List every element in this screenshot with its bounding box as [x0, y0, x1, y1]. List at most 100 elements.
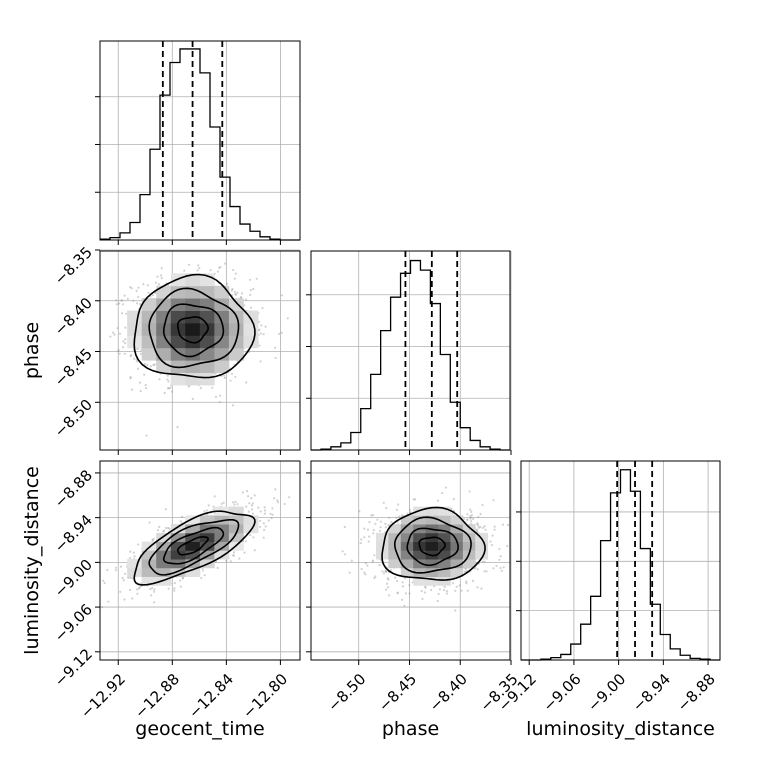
scatter-point: [151, 539, 154, 542]
scatter-point: [384, 522, 387, 526]
contour-level-2: [393, 516, 472, 574]
density-cell: [170, 372, 186, 386]
scatter-point: [413, 498, 417, 501]
scatter-point: [126, 297, 129, 301]
scatter-point: [135, 289, 138, 292]
scatter-point: [118, 332, 122, 335]
density-cell: [228, 532, 244, 542]
scatter-point: [132, 299, 135, 302]
scatter-point: [404, 592, 407, 595]
x-tick-label-phase: −8.45: [375, 670, 420, 715]
density-cell: [170, 524, 186, 534]
scatter-point: [244, 540, 247, 543]
scatter-point: [153, 363, 156, 366]
scatter-point: [136, 588, 139, 591]
density-cell: [185, 567, 201, 577]
scatter-point: [220, 502, 223, 505]
density-cell: [413, 576, 427, 586]
scatter-point: [179, 579, 182, 582]
density-cell: [141, 347, 157, 361]
scatter-point: [424, 586, 427, 589]
scatter-point: [127, 576, 130, 579]
density-cell: [141, 567, 157, 577]
scatter-point: [219, 394, 222, 397]
panel-frame: [99, 40, 301, 241]
scatter-point: [216, 270, 219, 273]
scatter-point: [121, 312, 124, 315]
scatter-point: [476, 523, 479, 526]
scatter-point: [258, 328, 261, 331]
scatter-point: [436, 499, 440, 502]
density-cell: [127, 310, 143, 324]
scatter-point: [409, 511, 412, 514]
density-cell: [375, 541, 389, 551]
contour-level-3: [381, 506, 486, 581]
scatter-point: [443, 585, 446, 589]
scatter-point: [115, 566, 118, 569]
density-cell: [185, 347, 201, 361]
contour-level-1: [162, 303, 225, 358]
density-cell: [199, 550, 215, 560]
density-cell: [438, 567, 451, 577]
x-tick-label-luminosity_distance: −8.94: [629, 670, 674, 715]
scatter-point: [374, 575, 377, 578]
scatter-point: [219, 266, 222, 269]
contour-level-1: [406, 527, 459, 567]
scatter-point: [139, 352, 142, 355]
scatter-point: [273, 497, 276, 500]
density-cell: [450, 550, 464, 560]
scatter-point: [481, 503, 484, 507]
scatter-point: [137, 587, 141, 590]
scatter-point: [288, 496, 291, 499]
scatter-point: [233, 290, 236, 294]
scatter-point: [278, 332, 281, 336]
scatter-point: [147, 291, 150, 294]
scatter-point: [154, 291, 157, 295]
scatter-point: [173, 587, 176, 590]
density-cell: [127, 559, 143, 569]
scatter-point: [390, 521, 393, 524]
scatter-point: [493, 525, 496, 528]
scatter-point: [261, 307, 264, 310]
scatter-point: [491, 534, 494, 537]
scatter-point: [203, 510, 206, 513]
density-cell: [228, 322, 244, 336]
scatter-point: [454, 609, 457, 612]
scatter-point: [363, 536, 366, 539]
scatter-point: [466, 589, 469, 592]
density-cell: [156, 347, 172, 361]
scatter-point: [212, 505, 215, 508]
scatter-point: [133, 555, 136, 558]
scatter-point: [267, 519, 270, 522]
scatter-point: [120, 299, 123, 302]
density-cell: [388, 550, 402, 560]
scatter-point: [371, 514, 375, 517]
density-cell: [141, 576, 157, 586]
scatter-point: [274, 356, 277, 360]
scatter-point: [366, 528, 370, 531]
scatter-point: [249, 306, 253, 309]
scatter-point: [181, 515, 184, 518]
scatter-point: [158, 525, 161, 529]
scatter-point: [367, 540, 370, 543]
density-cell: [228, 506, 244, 516]
scatter-point: [385, 570, 388, 574]
scatter-point: [263, 506, 266, 509]
scatter-point: [274, 346, 277, 349]
scatter-point: [216, 566, 219, 570]
scatter-point: [164, 508, 167, 511]
scatter-point: [123, 598, 126, 601]
scatter-point: [139, 381, 142, 384]
x-tick-label-luminosity_distance: −9.00: [584, 670, 629, 715]
density-cell: [156, 285, 172, 299]
x-tick-label-luminosity_distance: −9.06: [539, 670, 584, 715]
scatter-point: [378, 564, 381, 567]
scatter-point: [129, 286, 132, 289]
density-cell: [156, 541, 172, 551]
scatter-point: [398, 515, 401, 518]
scatter-point: [382, 501, 385, 504]
scatter-point: [343, 553, 347, 556]
scatter-point: [137, 543, 140, 546]
scatter-point: [280, 294, 284, 297]
